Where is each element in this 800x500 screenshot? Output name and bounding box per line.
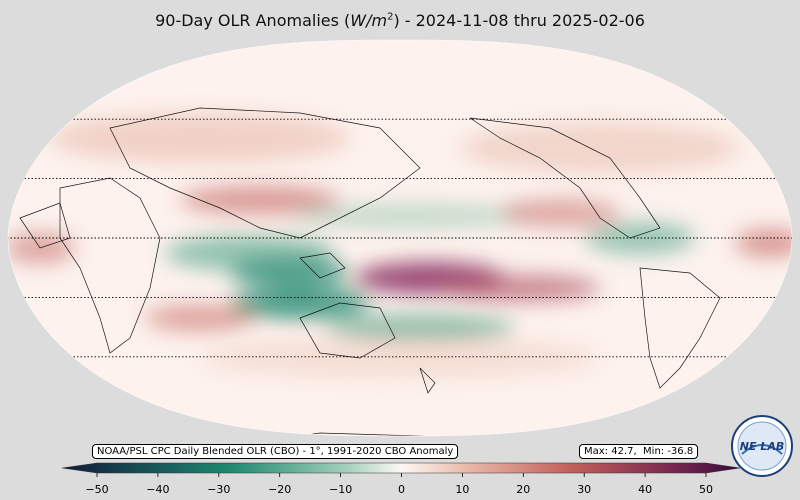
colorbar-tick-label: −50: [85, 483, 108, 496]
colorbar-tick-label: −30: [207, 483, 230, 496]
colorbar-tick-label: 20: [516, 483, 530, 496]
colorbar-tick-label: 0: [398, 483, 405, 496]
logo-text: NE LAB: [740, 440, 784, 453]
colorbar-bar: [61, 462, 741, 474]
colorbar-tick-label: 50: [699, 483, 713, 496]
colorbar-tick-label: 30: [577, 483, 591, 496]
latitude-gridlines: [8, 118, 792, 358]
data-source-note: NOAA/PSL CPC Daily Blended OLR (CBO) - 1…: [92, 444, 459, 459]
colorbar-tick-label: −40: [146, 483, 169, 496]
max-label: Max: 42.7,: [584, 446, 637, 457]
colorbar-tick-label: −20: [268, 483, 291, 496]
colorbar-tick-label: −10: [329, 483, 352, 496]
colorbar-tick-label: 40: [638, 483, 652, 496]
colorbar-tick-label: 10: [455, 483, 469, 496]
figure-title: 90-Day OLR Anomalies (W/m2) - 2024-11-08…: [155, 11, 645, 30]
colorbar-ticks: −50 −40 −30 −20 −10 0 10 20 30 40 50: [85, 473, 713, 496]
olr-anomaly-map: [7, 39, 793, 437]
anomaly-field: [8, 113, 792, 378]
max-min-stats: Max: 42.7, Min: -36.8: [579, 444, 699, 459]
colorbar: −50 −40 −30 −20 −10 0 10 20 30 40 50: [61, 462, 741, 496]
min-label: Min: -36.8: [643, 446, 694, 457]
nelab-logo: NE LAB: [731, 415, 793, 477]
